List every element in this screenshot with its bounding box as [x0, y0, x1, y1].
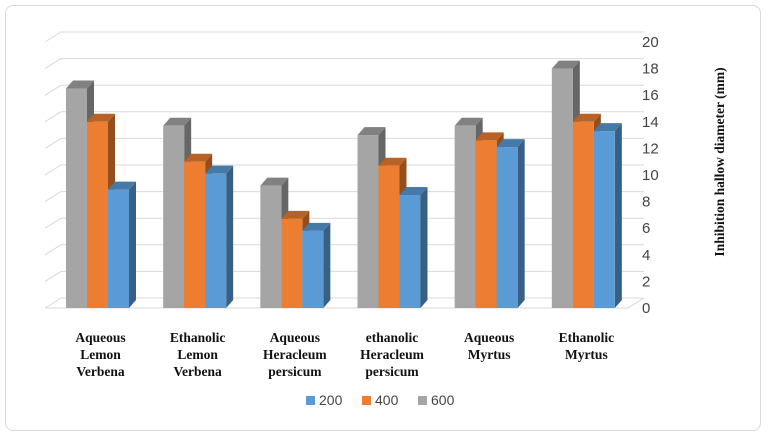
y-tick-label: 6 — [642, 220, 650, 237]
y-tick-label: 2 — [642, 273, 650, 290]
bar-front — [378, 165, 400, 308]
gridline-diag — [44, 164, 62, 176]
gridline-diag — [44, 217, 62, 229]
bar-200 — [302, 222, 331, 308]
bar-200 — [496, 139, 525, 308]
bar-top — [378, 157, 407, 166]
bars — [66, 60, 622, 308]
bar-front — [572, 121, 594, 308]
legend-label: 200 — [319, 392, 343, 408]
gridline-diag — [44, 191, 62, 203]
bar-front — [496, 147, 518, 308]
legend-item-200: 200 — [306, 392, 343, 408]
category-labels: Aqueous Lemon Verbena Ethanolic Lemon Verbena… — [75, 330, 614, 379]
legend: 200 400 600 — [306, 392, 455, 408]
legend-swatch — [362, 396, 371, 405]
bar-top — [593, 123, 622, 132]
bar-front — [302, 230, 324, 308]
bar-front — [593, 131, 615, 308]
bar-front — [184, 161, 206, 308]
bar-top — [572, 113, 601, 122]
legend-swatch — [418, 396, 427, 405]
bar-front — [205, 173, 227, 308]
legend-swatch — [306, 396, 315, 405]
y-tick-label: 12 — [642, 140, 659, 157]
bar-top — [302, 222, 331, 231]
y-tick-label: 4 — [642, 247, 650, 264]
y-axis-label: Inhibition hallow diameter (mm) — [712, 67, 727, 256]
bar-side — [226, 165, 234, 308]
bar-front — [163, 125, 185, 308]
legend-label: 400 — [375, 392, 399, 408]
bar-top — [87, 113, 115, 122]
category-label: Aqueous Heracleum persicum — [263, 330, 327, 379]
bar-200 — [399, 186, 428, 308]
gridline-diag — [44, 84, 62, 96]
legend-item-400: 400 — [362, 392, 399, 408]
bar-top — [551, 60, 580, 69]
category-label: ethanolic Heracleum persicum — [360, 330, 424, 379]
gridline-diag — [44, 137, 62, 149]
bar-front — [475, 140, 497, 308]
bar-top — [184, 153, 213, 162]
y-tick-label: 14 — [642, 114, 659, 131]
y-tick-label: 10 — [642, 167, 659, 184]
bar-top — [357, 127, 386, 136]
bar-side — [129, 181, 136, 308]
bar-top — [260, 177, 289, 186]
category-label: Aqueous Lemon Verbena — [75, 330, 125, 379]
bar-top — [475, 132, 504, 141]
bar-top — [399, 186, 428, 195]
y-axis-ticks: 0 2 4 6 8 10 12 14 16 18 20 — [642, 34, 659, 317]
floor-right-edge — [627, 297, 645, 309]
bar-front — [87, 121, 108, 308]
bar-front — [357, 135, 379, 308]
y-tick-label: 18 — [642, 61, 659, 78]
bar-200 — [593, 123, 622, 308]
bar-top — [66, 80, 94, 89]
category-label: Ethanolic Lemon Verbena — [170, 330, 226, 379]
legend-item-600: 600 — [418, 392, 455, 408]
y-tick-label: 20 — [642, 34, 659, 51]
bar-side — [614, 123, 622, 308]
legend-label: 600 — [431, 392, 455, 408]
gridlines — [44, 31, 645, 309]
bar-top — [281, 210, 310, 219]
bar-side — [420, 186, 428, 308]
bar-top — [496, 139, 525, 148]
y-tick-label: 0 — [642, 300, 650, 317]
bar-front — [454, 125, 476, 308]
gridline-diag — [44, 297, 62, 309]
gridline-diag — [44, 244, 62, 256]
bar-front — [108, 189, 129, 308]
bar-front — [551, 68, 573, 308]
y-tick-label: 8 — [642, 194, 650, 211]
bar-front — [399, 194, 421, 308]
bar-200 — [108, 181, 136, 308]
gridline-diag — [44, 111, 62, 123]
bar-side — [323, 222, 331, 308]
category-label: Ethanolic Myrtus — [559, 330, 615, 362]
bar-front — [66, 88, 87, 308]
bar-side — [517, 139, 525, 308]
bar-top — [108, 181, 136, 190]
bar-200 — [205, 165, 234, 308]
y-tick-label: 16 — [642, 87, 659, 104]
gridline-diag — [44, 270, 62, 282]
bar-front — [260, 185, 282, 308]
bar-front — [281, 218, 303, 308]
gridline-diag — [44, 31, 62, 43]
bar-top — [163, 117, 192, 126]
bar-top — [205, 165, 234, 174]
gridline-diag — [44, 58, 62, 70]
bar-top — [454, 117, 483, 126]
category-label: Aqueous Myrtus — [464, 330, 514, 362]
